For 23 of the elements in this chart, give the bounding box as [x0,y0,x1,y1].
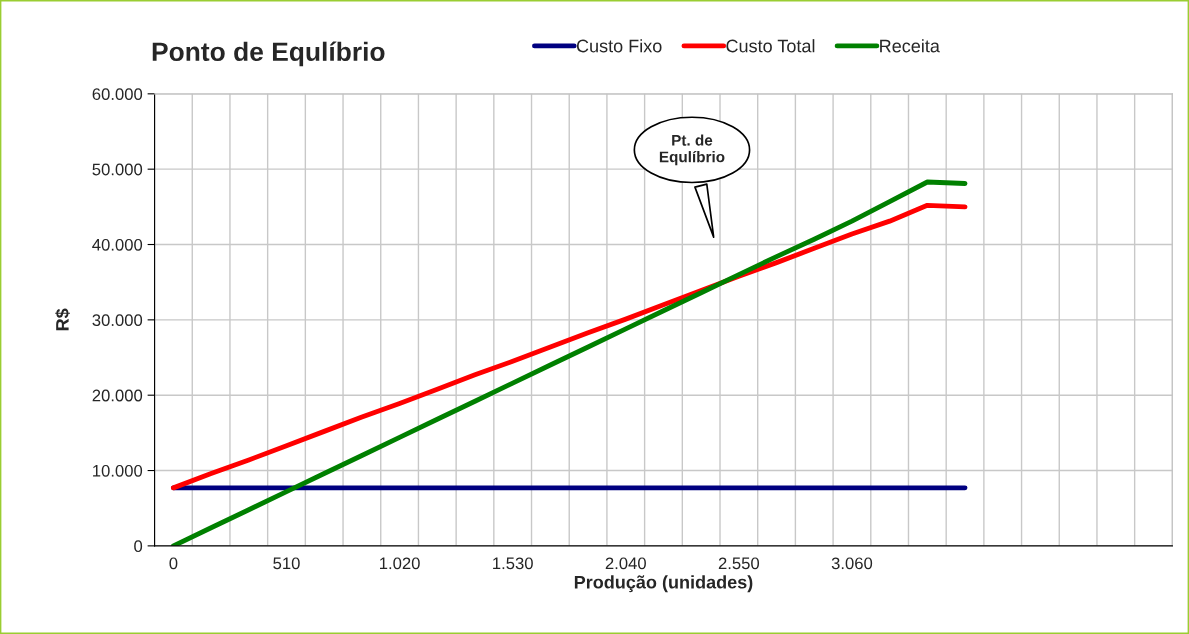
y-axis-title: R$ [55,308,70,331]
x-tick-label: 3.060 [831,557,873,570]
legend-label: Receita [880,39,940,53]
y-tick-label: 30.000 [92,314,143,327]
x-tick-label: 510 [273,557,300,570]
line-series [170,202,968,491]
x-tick-label: 0 [169,557,178,570]
y-tick-label: 40.000 [92,238,143,251]
y-tick-label: 60.000 [92,88,143,101]
x-tick-label: 2.040 [605,557,646,570]
y-tick-label: 50.000 [92,163,143,176]
legend-label: Custo Total [726,39,815,53]
x-tick-label: 1.530 [493,557,533,570]
chart-title: Ponto de Equlíbrio [152,41,385,67]
annotation: Pt. de Equlíbrio [659,134,725,166]
x-axis-title: Produção (unidades) [574,575,753,593]
y-tick-label: 10.000 [93,464,143,477]
x-tick-label: 1.020 [380,557,420,570]
x-tick-label: 2.550 [718,557,760,570]
line-series [170,179,968,546]
y-tick-label: 20.000 [92,389,143,402]
y-tick-label: 0 [134,540,143,553]
legend-label: Custo Fixo [576,39,662,53]
